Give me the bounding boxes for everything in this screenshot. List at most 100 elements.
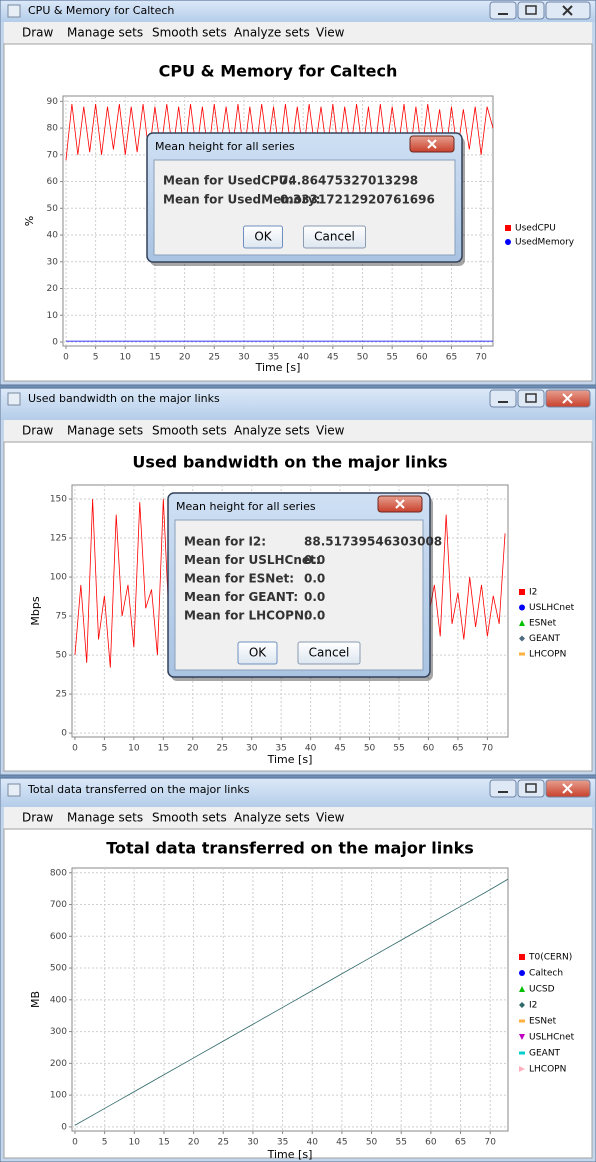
chart-title: CPU & Memory for Caltech	[159, 62, 398, 81]
x-tick-label: 60	[425, 1138, 437, 1148]
legend-label: GEANT	[529, 1049, 561, 1059]
x-tick-label: 30	[238, 353, 250, 363]
y-tick-label: 100	[50, 573, 67, 583]
dialog: Mean height for all series Mean for UsedC…	[146, 132, 465, 266]
dialog-button-label[interactable]: Cancel	[314, 230, 355, 244]
y-tick-label: 150	[50, 495, 67, 505]
x-tick-label: 55	[393, 744, 404, 754]
x-tick-label: 55	[395, 1138, 406, 1148]
menu-item[interactable]: Draw	[22, 26, 54, 40]
dialog-button[interactable]	[297, 641, 361, 665]
dialog: Mean height for all series Mean for I2: 88…	[167, 492, 442, 681]
menu-item[interactable]: Analyze sets	[234, 424, 310, 438]
close-glyph	[562, 783, 573, 794]
dialog-label: Mean for I2:	[184, 535, 266, 549]
y-tick-label: 60	[47, 177, 59, 187]
maximize-glyph	[525, 5, 537, 15]
x-tick-label: 50	[366, 1138, 378, 1148]
legend-marker	[519, 1002, 525, 1008]
x-tick-label: 25	[218, 1138, 229, 1148]
x-tick-label: 20	[187, 744, 199, 754]
x-tick-label: 0	[63, 353, 69, 363]
dialog-button[interactable]	[243, 225, 283, 249]
x-tick-label: 45	[327, 353, 338, 363]
app-icon	[7, 392, 21, 406]
x-tick-label: 5	[102, 744, 108, 754]
app-icon	[7, 4, 21, 18]
legend-label: UsedCPU	[515, 224, 556, 234]
y-tick-label: 0	[61, 1122, 67, 1132]
y-tick-label: 0	[61, 729, 67, 739]
menu-item[interactable]: View	[316, 811, 345, 825]
legend-marker	[519, 589, 525, 595]
close-glyph	[562, 393, 573, 404]
dialog-button[interactable]	[303, 225, 366, 249]
legend-marker	[519, 620, 525, 626]
legend-label: Caltech	[529, 969, 563, 979]
minimize-button[interactable]	[489, 389, 517, 408]
legend-label: GEANT	[529, 634, 561, 644]
x-tick-label: 45	[336, 1138, 347, 1148]
menu-item[interactable]: Draw	[22, 424, 54, 438]
menu-bar	[4, 22, 592, 44]
maximize-button[interactable]	[517, 1, 545, 20]
maximize-button[interactable]	[517, 779, 545, 798]
dialog-button-label[interactable]: OK	[249, 646, 267, 660]
menu-item[interactable]: View	[316, 26, 345, 40]
legend-marker	[519, 1019, 525, 1023]
x-tick-label: 35	[275, 744, 286, 754]
legend-label: I2	[529, 1001, 537, 1011]
dialog-label: Mean for USLHCnet:	[184, 553, 321, 567]
x-tick-label: 65	[455, 1138, 466, 1148]
x-tick-label: 40	[297, 353, 309, 363]
menu-item[interactable]: Smooth sets	[152, 811, 227, 825]
menu-item[interactable]: Manage sets	[67, 424, 143, 438]
series-line	[74, 878, 509, 1126]
y-tick-label: 500	[50, 964, 67, 974]
y-tick-label: 700	[50, 900, 67, 910]
y-tick-label: 50	[47, 204, 59, 214]
dialog-label: Mean for UsedCPU:	[163, 174, 293, 188]
legend-marker	[519, 1051, 525, 1055]
dialog-title: Mean height for all series	[176, 500, 316, 513]
maximize-button[interactable]	[517, 389, 545, 408]
x-tick-label: 10	[120, 353, 132, 363]
menu-item[interactable]: Smooth sets	[152, 26, 227, 40]
menu-item[interactable]: Manage sets	[67, 26, 143, 40]
x-tick-label: 20	[188, 1138, 200, 1148]
menu-bar	[4, 807, 592, 829]
x-tick-label: 50	[357, 353, 369, 363]
legend-label: LHCOPN	[529, 650, 566, 660]
x-tick-label: 5	[93, 353, 99, 363]
dialog-button-label[interactable]: Cancel	[309, 646, 350, 660]
menu-item[interactable]: Manage sets	[67, 811, 143, 825]
dialog-button[interactable]	[237, 641, 278, 665]
legend-label: UsedMemory	[515, 238, 575, 248]
x-tick-label: 10	[128, 744, 140, 754]
window-title: Total data transferred on the major link…	[27, 783, 250, 796]
menu-item[interactable]: Smooth sets	[152, 424, 227, 438]
legend-label: ESNet	[529, 619, 557, 629]
y-tick-label: 300	[50, 1027, 67, 1037]
y-tick-label: 125	[50, 534, 67, 544]
menu-item[interactable]: Draw	[22, 811, 54, 825]
legend-marker	[519, 954, 525, 960]
minimize-button[interactable]	[489, 779, 517, 798]
dialog-value: 0.0	[304, 553, 325, 567]
legend-marker	[519, 1034, 525, 1040]
dialog-value: 88.51739546303008	[304, 535, 442, 549]
menu-item[interactable]: View	[316, 424, 345, 438]
minimize-button[interactable]	[489, 1, 517, 20]
maximize-glyph	[525, 783, 537, 793]
menu-item[interactable]: Analyze sets	[234, 811, 310, 825]
x-tick-label: 40	[305, 744, 317, 754]
menu-item[interactable]: Analyze sets	[234, 26, 310, 40]
y-tick-label: 100	[50, 1091, 67, 1101]
dialog-button-label[interactable]: OK	[254, 230, 272, 244]
legend-marker	[519, 652, 525, 656]
dialog-value: 0.33317212920761696	[280, 193, 435, 207]
dialog-value: 0.0	[304, 609, 325, 623]
close-glyph	[395, 499, 405, 509]
x-tick-label: 65	[446, 353, 457, 363]
y-tick-label: 0	[52, 337, 58, 347]
